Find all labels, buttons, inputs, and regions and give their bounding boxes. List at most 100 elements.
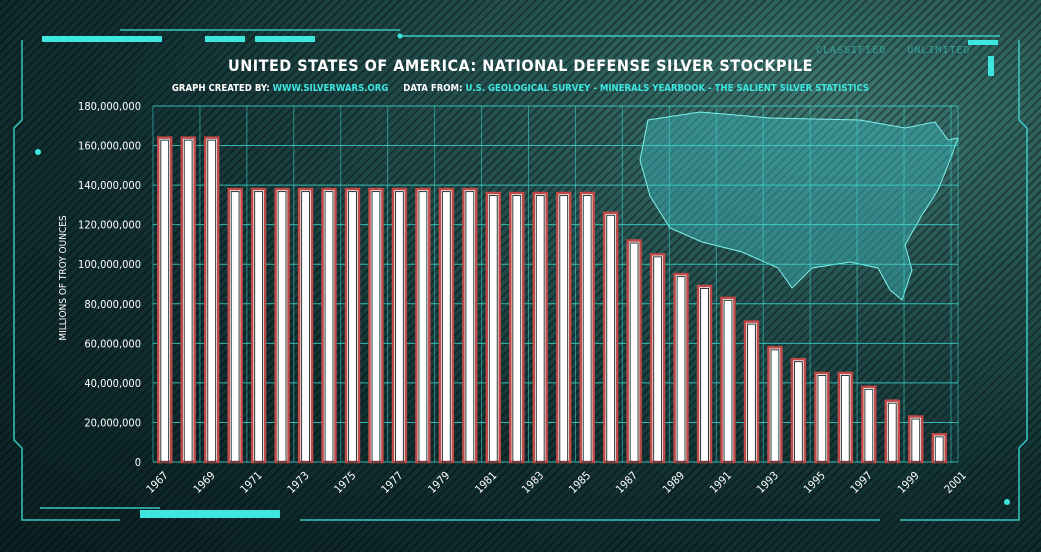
bar-1987: [626, 239, 642, 464]
bar-inner-2000: [934, 436, 944, 463]
bar-1970: [227, 187, 243, 464]
bar-1975: [344, 187, 361, 464]
y-tick-label: 60,000,000: [84, 337, 141, 350]
bar-inner-1978: [418, 191, 428, 463]
bar-1990: [696, 284, 713, 464]
bar-1993: [767, 346, 783, 464]
bar-inner-1981: [488, 195, 498, 463]
y-tick-label: 100,000,000: [78, 258, 141, 271]
hud-accents: [35, 33, 1010, 518]
bar-inner-1998: [887, 402, 897, 463]
bar-inner-1993: [770, 349, 780, 463]
bar-inner-1977: [394, 191, 404, 463]
bar-inner-1997: [864, 388, 874, 463]
bar-1986: [602, 211, 619, 464]
y-tick-label: 160,000,000: [78, 140, 141, 153]
bar-1992: [743, 320, 760, 464]
bar-1995: [814, 371, 830, 464]
x-tick-label: 1999: [895, 469, 922, 496]
bar-1994: [790, 357, 807, 464]
x-tick-label: 1995: [801, 469, 828, 496]
bar-inner-1992: [747, 323, 756, 463]
bar-inner-1982: [512, 195, 522, 463]
x-tick-label: 2001: [942, 469, 969, 496]
bar-1976: [368, 187, 384, 464]
bar-1978: [415, 187, 431, 464]
x-tick-label: 1991: [707, 469, 734, 496]
bar-1985: [579, 191, 595, 464]
bar-inner-1996: [840, 375, 850, 463]
bar-inner-1995: [817, 375, 827, 463]
bar-1998: [884, 399, 900, 464]
created-by-link[interactable]: WWW.SILVERWARS.ORG: [272, 83, 389, 94]
us-map-illustration: [639, 111, 959, 301]
bar-1968: [180, 136, 196, 464]
bar-1973: [297, 187, 314, 464]
y-tick-label: 180,000,000: [78, 100, 141, 113]
x-tick-label: 1987: [613, 469, 640, 496]
x-tick-label: 1973: [285, 469, 312, 496]
bar-1971: [250, 187, 267, 464]
bars: [157, 136, 947, 464]
bar-inner-1967: [160, 139, 170, 463]
bar-inner-1979: [441, 191, 451, 463]
x-tick-labels: 1967 1969 1971 1973 1975 1977 1979 1981 1983 1985…: [144, 469, 969, 496]
bar-inner-1971: [254, 191, 264, 463]
bar-1979: [438, 187, 455, 464]
bar-inner-1988: [653, 256, 663, 463]
bar-inner-1972: [277, 191, 287, 463]
x-tick-label: 1979: [425, 469, 452, 496]
x-tick-label: 1981: [472, 469, 499, 496]
y-tick-label: 140,000,000: [78, 179, 141, 192]
bar-inner-1976: [371, 191, 381, 463]
bar-inner-1970: [230, 191, 240, 463]
bar-inner-1999: [911, 418, 921, 463]
bar-inner-1974: [324, 191, 334, 463]
bar-1991: [720, 296, 736, 464]
x-tick-label: 1969: [191, 469, 218, 496]
source-value: U.S. GEOLOGICAL SURVEY - MINERALS YEARBO…: [465, 83, 870, 94]
bar-1981: [485, 191, 502, 464]
x-tick-label: 1977: [379, 469, 406, 496]
x-tick-label: 1967: [144, 469, 171, 496]
x-tick-label: 1989: [660, 469, 687, 496]
bar-1999: [908, 415, 924, 464]
bar-1967: [157, 136, 173, 464]
bar-1997: [861, 385, 877, 464]
bar-1984: [556, 191, 572, 464]
bar-inner-1989: [676, 276, 686, 463]
y-tick-label: 40,000,000: [84, 377, 141, 390]
y-tick-labels: 0 20,000,000 40,000,000 60,000,000 80,000,00…: [78, 100, 141, 469]
bar-inner-1973: [301, 191, 311, 463]
y-tick-label: 0: [135, 456, 141, 469]
bar-1983: [532, 191, 548, 464]
bar-inner-1987: [629, 242, 639, 463]
bar-1980: [462, 187, 478, 464]
bar-inner-1984: [559, 195, 569, 463]
bar-inner-1994: [793, 361, 803, 463]
chart-subtitle: GRAPH CREATED BY: WWW.SILVERWARS.ORG DAT…: [0, 83, 1041, 94]
bar-1988: [649, 253, 666, 464]
classified-stamp: CLASSIFIED - UNLIMITED: [816, 45, 971, 56]
bar-inner-1968: [183, 139, 193, 463]
bar-inner-1991: [723, 299, 733, 463]
x-tick-label: 1971: [238, 469, 265, 496]
hud-frame: [13, 29, 1028, 521]
x-tick-label: 1975: [332, 469, 359, 496]
y-tick-label: 80,000,000: [84, 298, 141, 311]
created-by-label: GRAPH CREATED BY:: [171, 83, 270, 94]
bar-1977: [391, 187, 408, 464]
bar-1982: [509, 191, 525, 464]
bar-inner-1990: [700, 287, 709, 463]
y-tick-label: 120,000,000: [78, 219, 141, 232]
x-tick-label: 1993: [754, 469, 781, 496]
bar-1989: [673, 272, 689, 464]
y-axis-label: MILLIONS OF TROY OUNCES: [58, 215, 69, 341]
bar-inner-1980: [465, 191, 475, 463]
y-tick-label: 20,000,000: [84, 416, 141, 429]
bar-inner-1969: [207, 139, 217, 463]
bar-inner-1986: [606, 214, 616, 463]
bar-1996: [837, 371, 854, 464]
bar-2000: [931, 433, 947, 464]
